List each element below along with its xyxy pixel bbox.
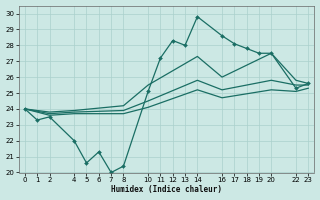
X-axis label: Humidex (Indice chaleur): Humidex (Indice chaleur) — [111, 185, 222, 194]
